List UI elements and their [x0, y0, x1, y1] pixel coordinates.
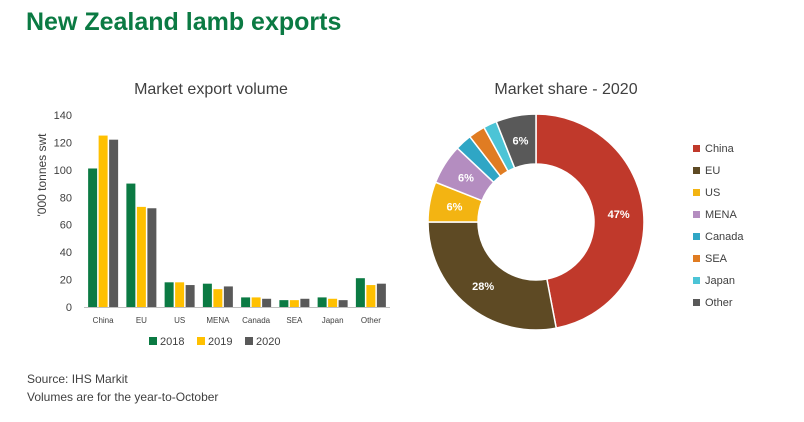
bar-japan-2018 [317, 297, 327, 307]
pie-legend-swatch-other [693, 299, 700, 306]
source-line: Source: IHS Markit [27, 372, 128, 386]
pie-legend-label-canada: Canada [705, 231, 744, 243]
bar-us-2018 [164, 282, 174, 307]
pie-legend-label-mena: MENA [705, 209, 737, 221]
bar-other-2019 [366, 285, 376, 307]
bar-y-tick-label: 140 [54, 110, 72, 122]
bar-x-tick-label: Other [361, 316, 381, 325]
pie-legend-swatch-mena [693, 211, 700, 218]
pie-legend-label-other: Other [705, 297, 733, 309]
bar-y-tick-label: 40 [60, 247, 72, 259]
bar-chart-x-axis: China EU US MENA Canada SEA Japan Other [93, 316, 382, 325]
bar-us-2019 [175, 282, 185, 307]
pie-legend-label-japan: Japan [705, 275, 735, 287]
bar-x-tick-label: MENA [206, 316, 230, 325]
pie-legend-swatch-sea [693, 255, 700, 262]
pie-legend-label-eu: EU [705, 165, 720, 177]
bar-y-tick-label: 120 [54, 137, 72, 149]
bar-sea-2020 [300, 298, 310, 307]
pie-legend-label-us: US [705, 187, 720, 199]
bar-other-2018 [355, 278, 365, 307]
pie-legend-swatch-japan [693, 277, 700, 284]
pie-chart-legend: China EU US MENA Canada SEA Japan Other [693, 143, 744, 309]
legend-swatch-2020 [245, 337, 253, 345]
pie-legend-label-china: China [705, 143, 735, 155]
bar-sea-2018 [279, 300, 289, 307]
pie-chart-slices [427, 113, 645, 331]
bar-chart-legend: 2018 2019 2020 [149, 336, 280, 348]
bar-canada-2018 [241, 297, 251, 307]
pie-data-label: 6% [512, 135, 528, 147]
pie-legend-swatch-china [693, 145, 700, 152]
bar-y-tick-label: 0 [66, 302, 72, 314]
bar-mena-2020 [223, 286, 233, 307]
bar-y-tick-label: 20 [60, 275, 72, 287]
pie-legend-swatch-us [693, 189, 700, 196]
pie-slice-china [535, 113, 645, 329]
legend-label-2020: 2020 [256, 336, 280, 348]
pie-legend-swatch-eu [693, 167, 700, 174]
bar-x-tick-label: Japan [322, 316, 344, 325]
bar-us-2020 [185, 285, 195, 307]
bar-mena-2019 [213, 289, 223, 307]
bar-mena-2018 [202, 283, 212, 307]
bar-japan-2020 [338, 300, 348, 307]
source-note: Source: IHS Markit Volumes are for the y… [27, 370, 218, 406]
bar-chart-ylabel: '000 tonnes swt [35, 133, 49, 217]
bar-chart-title: Market export volume [134, 81, 288, 98]
bar-x-tick-label: Canada [242, 316, 271, 325]
legend-label-2018: 2018 [160, 336, 184, 348]
bar-x-tick-label: SEA [286, 316, 303, 325]
pie-chart-title: Market share - 2020 [494, 81, 637, 98]
pie-data-label: 28% [472, 281, 494, 293]
bar-sea-2019 [289, 300, 299, 307]
bar-chart-plot [88, 135, 386, 307]
pie-chart-data-labels: 47% 28% 6% 6% 6% [447, 135, 630, 292]
bar-china-2020 [109, 139, 119, 307]
bar-eu-2018 [126, 183, 136, 307]
volumes-note: Volumes are for the year-to-October [27, 390, 219, 404]
pie-slice-other [495, 113, 537, 170]
bar-eu-2019 [136, 206, 146, 307]
bar-japan-2019 [328, 298, 338, 307]
bar-y-tick-label: 60 [60, 220, 72, 232]
bar-x-tick-label: EU [136, 316, 147, 325]
pie-legend-label-sea: SEA [705, 253, 728, 265]
pie-slice-eu [427, 221, 558, 331]
bar-x-tick-label: US [174, 316, 185, 325]
bar-y-tick-label: 80 [60, 192, 72, 204]
bar-canada-2020 [262, 298, 272, 307]
legend-label-2019: 2019 [208, 336, 232, 348]
bar-y-tick-label: 100 [54, 165, 72, 177]
legend-swatch-2018 [149, 337, 157, 345]
pie-data-label: 6% [447, 201, 463, 213]
bar-china-2018 [88, 168, 98, 307]
bar-eu-2020 [147, 208, 157, 307]
bar-canada-2019 [251, 297, 261, 307]
page-title: New Zealand lamb exports [26, 8, 342, 36]
bar-other-2020 [376, 283, 386, 307]
bar-chart-y-axis: 0 20 40 60 80 100 120 140 [54, 110, 390, 314]
legend-swatch-2019 [197, 337, 205, 345]
pie-legend-swatch-canada [693, 233, 700, 240]
bar-china-2019 [98, 135, 108, 307]
pie-data-label: 47% [608, 209, 630, 221]
pie-data-label: 6% [458, 173, 474, 185]
bar-x-tick-label: China [93, 316, 114, 325]
